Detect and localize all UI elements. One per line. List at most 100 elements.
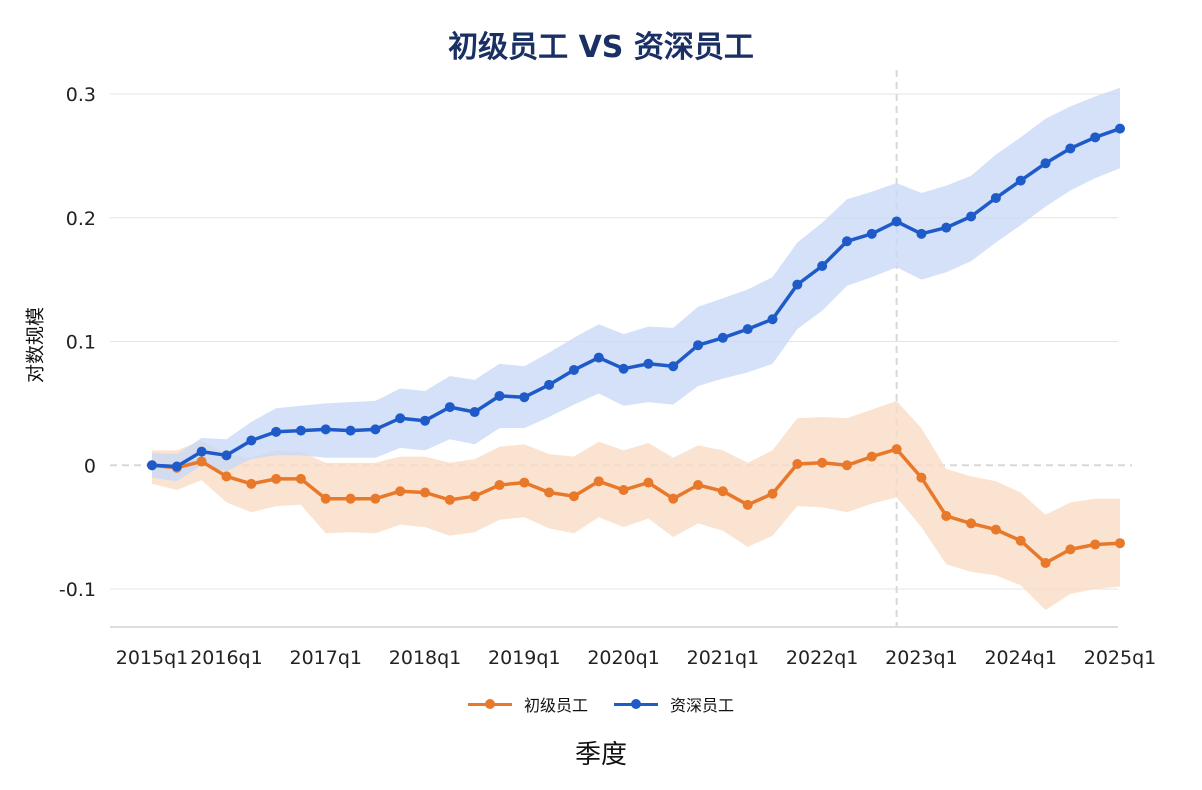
x-tick-label: 2018q1 [389,647,462,669]
x-tick-label: 2016q1 [190,647,263,669]
data-point [618,363,629,374]
x-tick-label: 2025q1 [1084,647,1157,669]
data-point [568,364,579,375]
data-point [320,493,331,504]
x-tick-label: 2020q1 [587,647,660,669]
y-tick-label: 0 [84,455,96,477]
data-point [469,491,480,502]
data-point [941,222,952,233]
chart-title: 初级员工 VS 资深员工 [448,30,754,65]
data-point [693,340,704,351]
x-tick-label: 2022q1 [786,647,859,669]
data-point [519,477,530,488]
data-point [891,444,902,455]
data-point [593,476,604,487]
data-point [544,487,555,498]
data-point [717,332,728,343]
data-point [866,228,877,239]
legend-label-senior: 资深员工 [670,696,735,715]
data-point [1015,175,1026,186]
data-point [469,407,480,418]
data-point [271,426,282,437]
data-point [494,390,505,401]
data-point [891,216,902,227]
data-point [295,473,306,484]
x-tick-label: 2015q1 [116,647,189,669]
data-point [320,424,331,435]
data-point [767,314,778,325]
data-point [568,491,579,502]
y-tick-label: -0.1 [59,579,96,601]
confidence-band-1 [152,87,1120,482]
data-point [196,456,207,467]
series-lines [151,126,1121,565]
data-point [1065,143,1076,154]
data-point [420,487,431,498]
data-point [221,450,232,461]
legend-swatch-senior [614,698,658,709]
data-point [668,493,679,504]
data-point [370,424,381,435]
data-point [817,261,828,272]
x-tick-label: 2024q1 [984,647,1057,669]
data-point [370,493,381,504]
legend-item-senior: 资深员工 [614,692,734,716]
data-point [916,228,927,239]
data-point [147,460,157,471]
data-point [494,480,505,491]
data-point [1040,158,1051,169]
data-point [420,415,431,426]
data-point [1115,538,1125,549]
data-point [643,477,654,488]
x-tick-label: 2023q1 [885,647,958,669]
y-tick-label: 0.1 [66,332,96,354]
data-point [966,518,977,529]
confidence-bands [152,87,1120,610]
data-point [767,488,778,499]
data-point [742,499,753,510]
data-point [693,480,704,491]
data-point [544,379,555,390]
data-point [295,425,306,436]
y-axis-label: 对数规模 [24,306,47,384]
legend-swatch-junior [467,698,512,709]
data-point [444,494,455,505]
x-tick-label: 2019q1 [488,647,561,669]
legend: 初级员工 资深员工 [0,692,1202,716]
data-point [345,493,356,504]
data-point [717,486,728,497]
data-point [668,361,679,372]
data-point [444,402,455,413]
data-point [196,446,207,457]
series-line-0 [151,447,1121,565]
data-point [643,358,654,369]
data-point [916,472,927,483]
data-point [395,413,406,424]
data-point [817,457,828,468]
y-tick-label: 0.3 [66,84,96,106]
data-point [792,279,803,290]
data-point [271,473,282,484]
x-tick-label: 2021q1 [687,647,760,669]
data-point [618,485,629,495]
series-points [147,123,1125,569]
data-point [1090,132,1101,143]
data-point [593,352,604,363]
y-tick-label: 0.2 [66,208,96,230]
data-point [345,425,356,436]
data-point [1090,539,1101,550]
data-point [171,461,182,472]
data-point [742,324,753,335]
data-point [246,478,257,489]
data-point [246,435,257,446]
legend-label-junior: 初级员工 [523,696,588,715]
legend-item-junior: 初级员工 [467,692,588,716]
y-tick-labels: 0.3 0.2 0.1 0 -0.1 [59,84,96,601]
data-point [990,524,1001,535]
data-point [519,392,530,403]
x-tick-label: 2017q1 [289,647,362,669]
data-point [990,192,1001,203]
data-point [395,486,406,497]
data-point [866,451,877,462]
